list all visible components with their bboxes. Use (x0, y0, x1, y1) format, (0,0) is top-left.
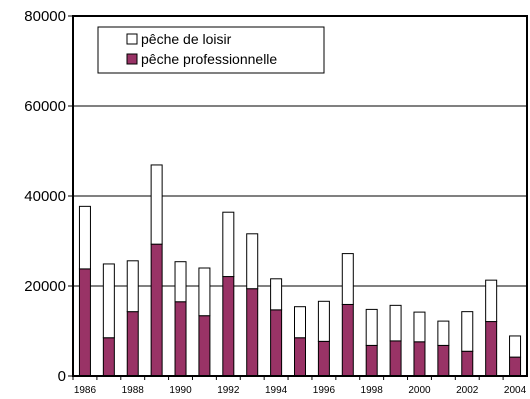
bar-peche-professionnelle-1999 (389, 340, 402, 377)
bar-peche-de-loisir-1998 (365, 308, 378, 346)
bar-peche-professionnelle-1997 (341, 303, 354, 377)
bar-peche-professionnelle-1994 (270, 309, 283, 377)
x-tick-label-1992: 1992 (217, 385, 240, 396)
bar-peche-professionnelle-2000 (413, 341, 426, 377)
bar-peche-professionnelle-1987 (102, 337, 115, 377)
bar-peche-professionnelle-2002 (461, 350, 474, 377)
x-tick-label-1994: 1994 (265, 385, 288, 396)
bar-peche-professionnelle-1986 (78, 268, 91, 377)
bar-peche-de-loisir-2000 (413, 311, 426, 343)
y-tick-label: 20000 (24, 278, 66, 295)
bar-peche-professionnelle-1990 (174, 301, 187, 377)
bar-peche-professionnelle-2004 (509, 356, 522, 377)
x-tick-label-1998: 1998 (361, 385, 384, 396)
bar-peche-de-loisir-1987 (102, 263, 115, 339)
bar-peche-de-loisir-1993 (246, 233, 259, 290)
bar-peche-de-loisir-1986 (78, 205, 91, 270)
bar-peche-de-loisir-1990 (174, 261, 187, 303)
bar-peche-professionnelle-1992 (222, 276, 235, 377)
bar-peche-professionnelle-1993 (246, 288, 259, 377)
bar-peche-professionnelle-1991 (198, 315, 211, 377)
x-tick-label-1990: 1990 (169, 385, 192, 396)
plot-frame (72, 15, 528, 377)
bar-peche-professionnelle-1989 (150, 243, 163, 377)
bar-peche-professionnelle-1995 (294, 337, 306, 377)
gridlines (73, 105, 527, 287)
y-axis-ticks: 0 20000 40000 60000 80000 (24, 8, 73, 385)
y-tick-label: 40000 (24, 188, 66, 205)
bar-peche-de-loisir-2002 (461, 311, 474, 352)
legend-label-peche-professionnelle: pêche professionnelle (141, 51, 277, 67)
y-tick-label: 80000 (24, 8, 66, 25)
bar-peche-professionnelle-2003 (485, 321, 498, 377)
x-tick-label-1988: 1988 (122, 385, 145, 396)
x-tick-label-2004: 2004 (504, 385, 527, 396)
bar-peche-de-loisir-1994 (270, 278, 283, 311)
bar-peche-de-loisir-2004 (509, 335, 522, 358)
x-tick-label-2000: 2000 (408, 385, 431, 396)
legend: pêche de loisir pêche professionnelle (97, 26, 325, 74)
bar-peche-de-loisir-1997 (341, 253, 354, 305)
bar-peche-de-loisir-1995 (294, 306, 306, 339)
bar-peche-professionnelle-2001 (437, 344, 450, 377)
legend-swatch-peche-de-loisir (126, 33, 138, 45)
x-axis-ticks: 1986 1988 1990 1992 1994 1996 1998 2000 2002 2004 (72, 376, 527, 396)
bar-peche-professionnelle-1998 (365, 344, 378, 377)
x-tick-label-1996: 1996 (313, 385, 336, 396)
y-tick-label: 0 (58, 368, 66, 385)
bar-peche-de-loisir-1999 (389, 304, 402, 342)
bar-peche-de-loisir-1996 (317, 300, 330, 342)
y-tick-label: 60000 (24, 98, 66, 115)
x-tick-label-1986: 1986 (74, 385, 97, 396)
bar-peche-de-loisir-2003 (485, 279, 498, 323)
bar-peche-de-loisir-1989 (150, 164, 163, 245)
bars (78, 164, 522, 377)
bar-peche-professionnelle-1996 (317, 340, 330, 377)
bar-peche-de-loisir-2001 (437, 320, 450, 346)
bar-peche-professionnelle-1988 (126, 311, 139, 377)
legend-swatch-peche-professionnelle (126, 53, 138, 65)
bar-peche-de-loisir-1991 (198, 267, 211, 317)
bar-peche-de-loisir-1992 (222, 211, 235, 278)
legend-label-peche-de-loisir: pêche de loisir (141, 31, 232, 47)
bar-peche-de-loisir-1988 (126, 260, 139, 313)
x-tick-label-2002: 2002 (456, 385, 479, 396)
